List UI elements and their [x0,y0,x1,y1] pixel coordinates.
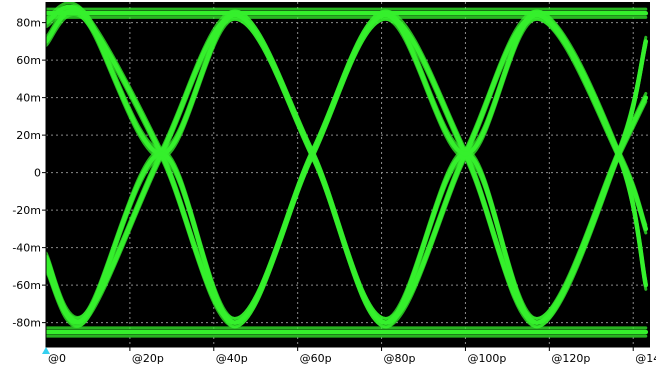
y-tick-label: 0 [34,167,41,180]
y-tick-label: 40m [16,92,41,105]
eye-trace-4 [46,9,648,320]
eye-trace-4 [46,17,648,329]
x-tick-label: @140p [635,352,656,365]
y-tick-label: 20m [16,129,41,142]
eye-trace-5 [46,9,648,320]
trigger-marker-icon [42,347,50,354]
x-tick-label: @60p [300,352,332,365]
x-tick-label: @120p [551,352,590,365]
y-tick-label: -40m [12,242,41,255]
y-tick-label: -80m [12,317,41,330]
axis-layer: @0 @20p @40p @60p @80p @100p @120p @140p 80m 60m 4… [12,2,656,365]
y-tick-label: -60m [12,279,41,292]
y-tick-label: -20m [12,204,41,217]
eye-trace-5 [46,17,648,329]
plot-background [46,2,650,347]
x-tick-label: @0 [48,352,66,365]
trace-layer [46,2,649,338]
y-tick-label: 80m [16,17,41,30]
x-tick-label: @100p [467,352,506,365]
y-tick-label: 60m [16,54,41,67]
x-tick-label: @40p [216,352,248,365]
x-tick-label: @80p [384,352,416,365]
x-tick-label: @20p [132,352,164,365]
